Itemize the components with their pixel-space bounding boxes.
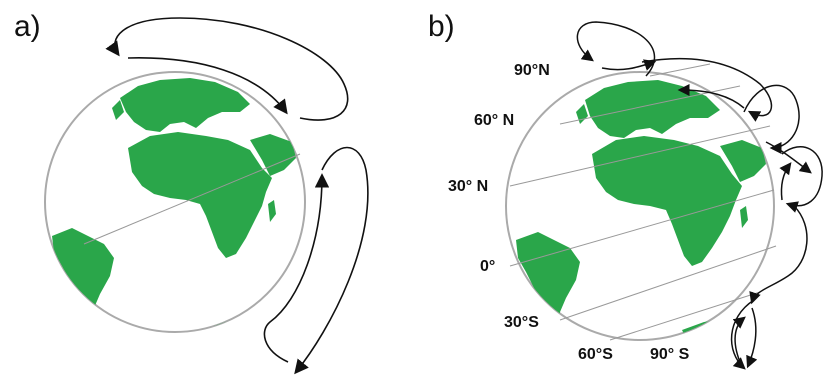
polar-cell-south-inner [732,316,746,363]
british-isles [112,100,124,120]
circulation-cells-a [105,17,369,375]
panel-a-label: a) [14,10,41,43]
hadley-cell-north-outer [743,84,800,154]
lat-line-equator [509,189,775,267]
arabia-landmass [250,134,296,176]
panel-a: a) [0,0,410,376]
lat-line-90n [649,63,711,77]
circulation-cell-north-inner-a [127,57,288,115]
madagascar [268,200,276,222]
africa-landmass-b [592,136,742,266]
latitude-label-90n: 90°N [514,62,550,79]
hadley-cell-north-inner [765,141,812,174]
south-america-landmass-b [516,232,580,340]
panel-a-diagram [44,17,369,375]
lat-line-60s [609,291,761,341]
latitude-label-60s: 60°S [578,346,613,363]
equator-line-a [83,153,301,245]
ferrel-cell-south-outer [749,205,808,305]
panel-b-diagram [505,21,823,370]
ferrel-cell-north-outer [641,57,773,122]
polar-cell-north-inner [601,59,657,71]
europe-landmass [120,78,250,132]
hadley-cell-equator-inner [779,162,792,201]
circulation-cell-south-inner-a [263,173,330,363]
ferrel-cell-north-inner [677,84,745,109]
lat-line-30n [509,125,771,187]
globe-b [505,63,777,341]
africa-landmass [128,132,272,258]
latitude-label-equator: 0° [480,258,496,275]
circulation-cell-south-a [294,146,369,375]
latitude-label-30n: 30° N [448,178,489,195]
panel-b: b) [410,0,827,376]
latitude-label-30s: 30°S [504,314,539,331]
madagascar-b [740,206,748,228]
circulation-cells-b [576,21,823,370]
polar-cell-south-outer [730,299,755,370]
south-america-landmass [52,228,114,332]
latitude-lines-b [509,63,777,341]
hadley-cell-equator-outer [781,146,823,213]
ferrel-cell-south-inner [746,307,758,369]
arabia-landmass-b [720,140,766,182]
lat-line-30s [559,245,777,321]
circulation-cell-north-a [105,17,349,121]
latitude-label-60n: 60° N [474,112,515,129]
latitude-label-90s: 90° S [650,346,690,363]
globe-a [44,71,306,333]
polar-cell-north-outer [576,21,656,77]
panel-b-label: b) [428,10,455,43]
